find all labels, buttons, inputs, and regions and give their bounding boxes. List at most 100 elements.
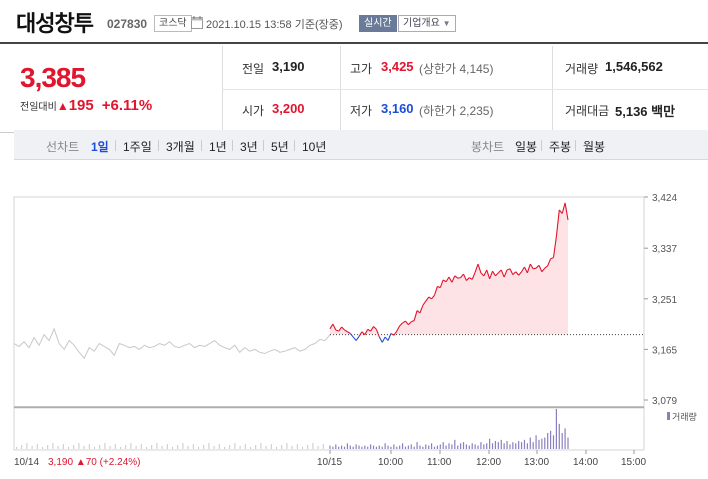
- tab-1day[interactable]: 1일: [91, 140, 109, 154]
- prev-volume-bar: [317, 446, 319, 449]
- up-triangle-icon: ▲: [56, 99, 69, 113]
- prev-volume-bar: [99, 445, 101, 449]
- volume-bar: [523, 439, 526, 449]
- volume-bar: [399, 445, 401, 449]
- quote-datetime: 2021.10.15 13:58 기준(장중): [206, 16, 343, 32]
- prev-volume-bar: [192, 444, 194, 449]
- volume-bar: [387, 445, 389, 449]
- today-line-segment: [474, 263, 479, 273]
- volume-bar: [561, 433, 563, 449]
- volume-bar: [448, 443, 450, 449]
- today-line-segment: [552, 236, 557, 258]
- volume-bar: [567, 437, 569, 449]
- volume-bar: [544, 437, 546, 449]
- today-line-segment: [413, 310, 418, 321]
- prev-volume-bar: [42, 447, 43, 449]
- prev-volume-bar: [296, 444, 298, 449]
- tab-monthly-candle[interactable]: 월봉: [583, 140, 606, 154]
- today-line-segment: [393, 330, 398, 336]
- volume-bar: [491, 443, 494, 449]
- today-line-segment: [390, 333, 395, 336]
- volume-bar: [500, 439, 502, 449]
- datetime-basis: 기준(장중): [294, 19, 343, 31]
- prev-volume-bar: [83, 446, 85, 449]
- stock-name: 대성창투: [16, 11, 94, 36]
- volume-bar: [515, 443, 517, 449]
- trade-amount-label: 거래대금: [565, 104, 610, 118]
- prev-volume-bar: [281, 445, 283, 449]
- volume-bar: [477, 445, 479, 449]
- volume-bar: [428, 445, 430, 449]
- today-line-segment: [442, 279, 447, 283]
- prev-volume-bar: [286, 443, 288, 449]
- prev-volume-bar: [276, 447, 277, 449]
- tab-3year[interactable]: 3년: [240, 140, 258, 154]
- tab-separator: [575, 140, 576, 151]
- tab-1week[interactable]: 1주일: [123, 140, 152, 154]
- time-tick-label: 12:00: [476, 457, 501, 468]
- today-line-segment: [495, 272, 499, 277]
- prev-volume-bar: [120, 447, 121, 449]
- today-line-segment: [506, 268, 511, 271]
- volume-bar: [442, 442, 444, 449]
- datetime-value: 2021.10.15 13:58: [206, 19, 292, 31]
- tab-separator: [158, 140, 159, 151]
- today-line-segment: [384, 336, 389, 341]
- today-line-segment: [523, 266, 528, 274]
- volume-bar: [332, 446, 334, 449]
- time-tick-label: 13:00: [524, 457, 549, 468]
- prev-volume-bar: [88, 444, 90, 449]
- intraday-price-chart[interactable]: 3,424 3,337 3,251 3,165 3,079 10/14 10/15 10:0…: [0, 160, 708, 479]
- volume-bar: [349, 445, 351, 449]
- today-line-segment: [541, 267, 546, 273]
- today-line-segment: [454, 275, 459, 279]
- tab-10year[interactable]: 10년: [302, 140, 327, 154]
- today-line-segment: [416, 310, 421, 314]
- today-line-segment: [463, 273, 467, 281]
- today-line-segment: [457, 277, 461, 279]
- volume-bar: [439, 444, 441, 449]
- volume-bar: [445, 445, 447, 449]
- volume-bar: [512, 442, 514, 449]
- volume-bar: [497, 442, 499, 449]
- volume-bar: [401, 443, 404, 449]
- prev-day-line: [13, 327, 331, 360]
- today-line-segment: [503, 269, 508, 278]
- today-line-segment: [547, 258, 552, 267]
- tab-1year[interactable]: 1년: [209, 140, 227, 154]
- volume-bar: [564, 428, 566, 449]
- calendar-icon: [191, 16, 203, 29]
- tab-3month[interactable]: 3개월: [166, 140, 195, 154]
- realtime-badge: 실시간: [359, 15, 397, 32]
- volume-bar: [480, 442, 482, 449]
- volume-bar: [483, 444, 485, 449]
- today-line-segment: [419, 305, 424, 314]
- tab-daily-candle[interactable]: 일봉: [515, 140, 538, 154]
- prev-volume-bar: [244, 444, 246, 449]
- volume-bar: [538, 439, 540, 449]
- company-overview-button[interactable]: 기업개요 ▼: [398, 15, 456, 32]
- volume-bar: [358, 445, 360, 449]
- prev-close-value: 3,190: [272, 59, 305, 74]
- volume-bar: [329, 445, 331, 449]
- prev-volume-bar: [31, 446, 33, 449]
- volume-bar: [520, 442, 523, 449]
- tab-5year[interactable]: 5년: [271, 140, 289, 154]
- prev-volume-bar: [198, 447, 199, 449]
- prev-volume-bar: [52, 443, 54, 449]
- prev-volume-bar: [47, 445, 49, 449]
- prev-volume-bar: [125, 445, 127, 449]
- open-label: 시가: [242, 104, 265, 118]
- prev-volume-bar: [73, 445, 75, 449]
- prev-volume-bar: [187, 446, 189, 449]
- prev-volume-bar: [322, 444, 324, 449]
- volume-bar: [410, 444, 412, 449]
- today-line-segment: [407, 321, 412, 326]
- today-line-segment: [533, 267, 537, 270]
- volume-bar: [518, 441, 520, 449]
- volume-bar: [532, 442, 534, 449]
- tab-weekly-candle[interactable]: 주봉: [549, 140, 572, 154]
- high-label: 고가: [350, 62, 373, 76]
- today-line-segment: [361, 331, 366, 336]
- prev-volume-bar: [302, 447, 303, 449]
